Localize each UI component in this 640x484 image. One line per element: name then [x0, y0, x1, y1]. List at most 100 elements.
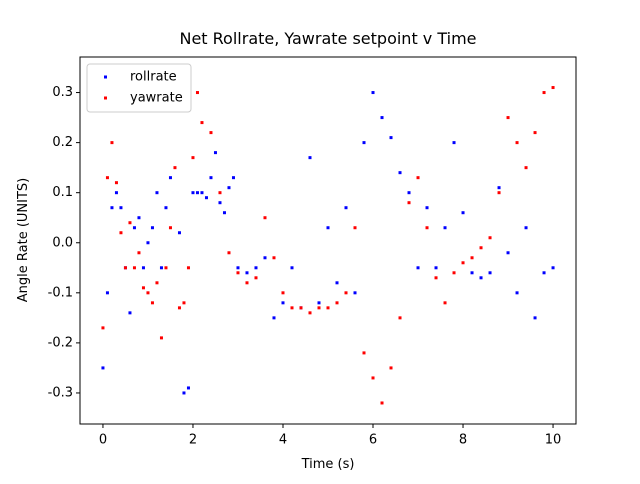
point	[344, 291, 348, 295]
point	[470, 256, 474, 260]
point	[110, 141, 114, 145]
point	[155, 281, 159, 285]
point	[195, 91, 199, 95]
point	[452, 271, 456, 275]
point	[443, 301, 447, 305]
point	[213, 151, 217, 155]
point	[452, 141, 456, 145]
point	[497, 191, 501, 195]
point	[461, 261, 465, 265]
y-tick-label: -0.3	[48, 385, 73, 400]
point	[110, 206, 114, 210]
x-tick-label: 8	[459, 433, 467, 448]
point	[227, 251, 231, 255]
point	[123, 266, 127, 270]
point	[524, 166, 528, 170]
point	[551, 266, 555, 270]
point	[200, 121, 204, 125]
point	[227, 186, 231, 190]
point	[128, 221, 132, 225]
legend-marker	[104, 75, 107, 79]
point	[218, 201, 222, 205]
legend-label: yawrate	[130, 91, 183, 106]
point	[146, 241, 150, 245]
point	[317, 306, 321, 310]
point	[204, 196, 208, 200]
x-tick-label: 0	[99, 433, 107, 448]
point	[200, 191, 204, 195]
y-tick-label: -0.2	[48, 335, 73, 350]
legend-marker	[104, 96, 107, 100]
point	[506, 251, 510, 255]
point	[159, 266, 163, 270]
point	[398, 171, 402, 175]
point	[114, 181, 118, 185]
point	[254, 266, 258, 270]
point	[272, 256, 276, 260]
point	[380, 116, 384, 120]
point	[461, 211, 465, 215]
point	[236, 271, 240, 275]
point	[443, 226, 447, 230]
x-tick-label: 4	[279, 433, 287, 448]
point	[209, 176, 213, 180]
point	[488, 236, 492, 240]
point	[186, 266, 190, 270]
point	[164, 266, 168, 270]
point	[533, 316, 537, 320]
y-tick-label: 0.0	[52, 235, 73, 250]
x-axis-label: Time (s)	[301, 457, 355, 472]
point	[141, 286, 145, 290]
point	[263, 216, 267, 220]
point	[407, 201, 411, 205]
y-axis-label: Angle Rate (UNITS)	[16, 178, 31, 302]
point	[470, 271, 474, 275]
point	[362, 351, 366, 355]
point	[479, 276, 483, 280]
point	[236, 266, 240, 270]
point	[164, 206, 168, 210]
point	[515, 291, 519, 295]
point	[245, 271, 249, 275]
point	[191, 191, 195, 195]
point	[515, 141, 519, 145]
point	[150, 301, 154, 305]
point	[434, 266, 438, 270]
point	[191, 156, 195, 160]
point	[542, 91, 546, 95]
chart-title: Net Rollrate, Yawrate setpoint v Time	[179, 29, 476, 48]
legend-box	[86, 63, 192, 113]
point	[254, 276, 258, 280]
point	[272, 316, 276, 320]
x-tick-label: 10	[545, 433, 562, 448]
point	[101, 326, 105, 330]
point	[551, 86, 555, 90]
point	[299, 306, 303, 310]
point	[128, 311, 132, 315]
point	[407, 191, 411, 195]
point	[132, 226, 136, 230]
point	[155, 191, 159, 195]
point	[497, 186, 501, 190]
point	[398, 316, 402, 320]
point	[245, 281, 249, 285]
point	[479, 246, 483, 250]
point	[308, 311, 312, 315]
x-tick-label: 2	[189, 433, 197, 448]
legend-label: rollrate	[130, 70, 177, 85]
point	[114, 191, 118, 195]
point	[101, 366, 105, 370]
point	[389, 366, 393, 370]
point	[344, 206, 348, 210]
point	[146, 291, 150, 295]
point	[168, 176, 172, 180]
point	[281, 291, 285, 295]
point	[119, 231, 123, 235]
point	[317, 301, 321, 305]
point	[362, 141, 366, 145]
point	[159, 336, 163, 340]
point	[389, 136, 393, 140]
y-tick-label: 0.1	[52, 185, 73, 200]
